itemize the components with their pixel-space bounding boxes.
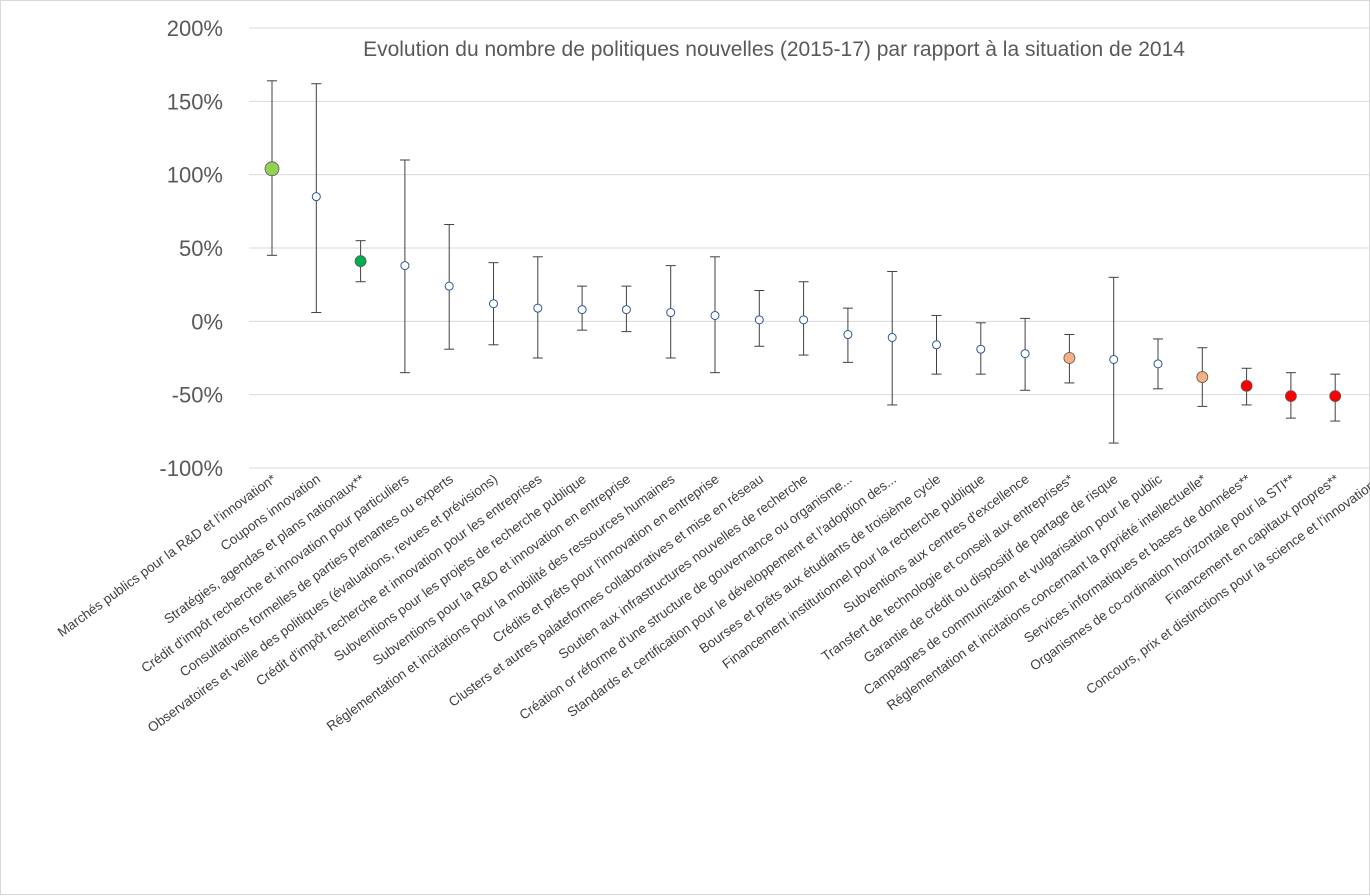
y-tick-label: -100% [159,456,223,481]
y-tick-label: -50% [172,383,223,408]
y-tick-label: 200% [167,16,223,41]
data-point [264,161,280,177]
error-bars [267,80,1341,444]
category-label: Standards et certification pour le dével… [564,471,899,720]
data-point [621,305,631,315]
data-point [1196,371,1209,383]
data-point [1240,379,1253,392]
data-point [489,299,498,309]
data-point [400,261,410,271]
data-point [1020,349,1030,359]
y-tick-label: 150% [167,89,223,114]
data-point [311,192,321,202]
data-point [843,330,853,340]
data-point [1153,359,1163,369]
data-point [976,344,986,354]
y-axis-tick-labels: 200% 150% 100% 50% 0% -50% -100% [159,16,223,481]
data-point [932,340,941,350]
y-tick-label: 0% [191,309,223,334]
data-point [666,308,676,318]
data-point [1285,390,1297,403]
y-tick-label: 100% [167,163,223,188]
data-point [1329,390,1342,403]
data-point [1063,352,1076,364]
x-axis-category-labels: Marchés publics pour la R&D et l'innovat… [55,471,1370,735]
data-point [754,315,764,325]
data-point [710,310,720,320]
data-point [354,255,367,268]
data-points [264,161,1342,403]
chart-title: Evolution du nombre de politiques nouvel… [363,38,1185,61]
data-point [799,315,809,325]
y-tick-label: 50% [179,236,223,261]
data-point [444,281,454,291]
gridlines [249,27,1370,469]
data-point [533,303,543,313]
data-point [577,305,587,315]
data-point [1109,354,1119,364]
data-point [887,332,897,342]
